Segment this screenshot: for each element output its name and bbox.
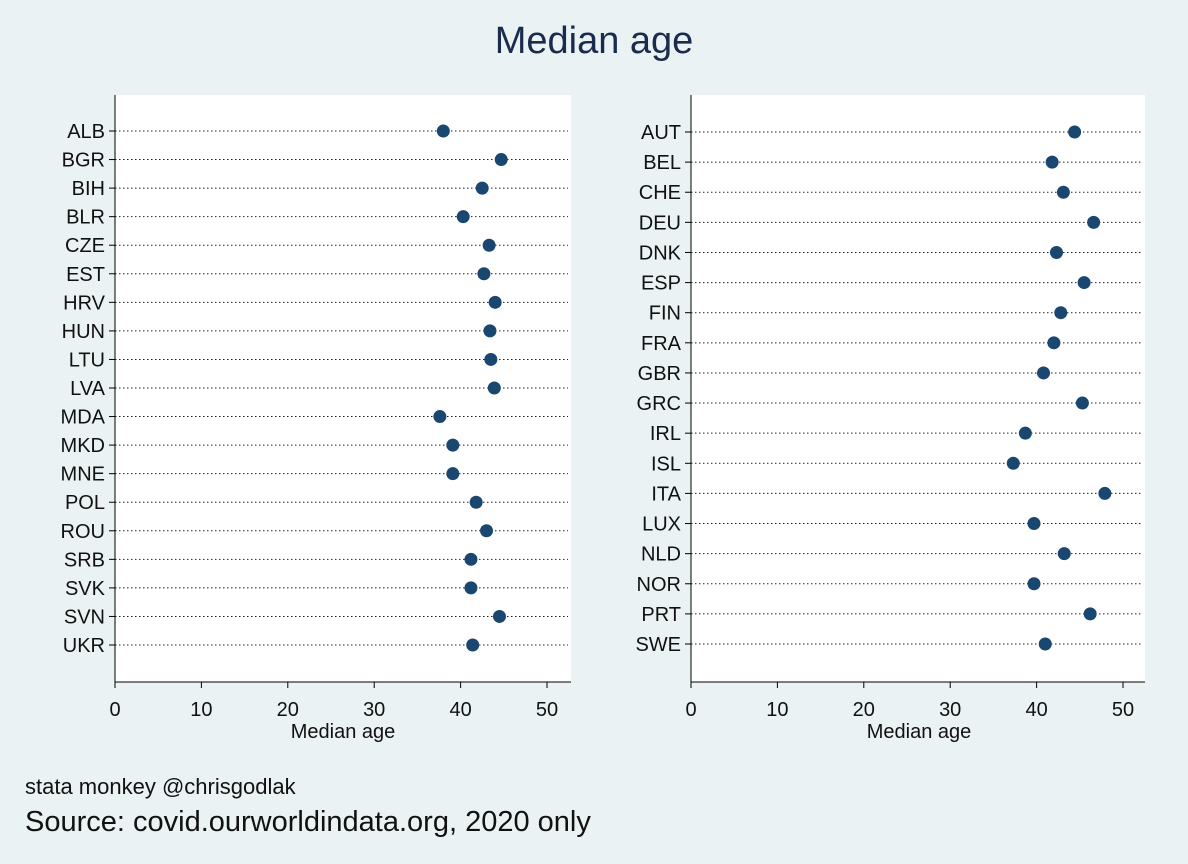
category-label: ISL	[651, 453, 681, 475]
data-point	[1087, 215, 1101, 229]
category-label: PRT	[641, 604, 681, 626]
data-point	[436, 124, 450, 138]
data-point	[1083, 607, 1097, 621]
category-label: SRB	[64, 549, 105, 571]
data-point	[1057, 547, 1071, 561]
category-label: MNE	[61, 464, 105, 486]
x-tick-label: 0	[685, 699, 696, 721]
category-label: ITA	[651, 483, 681, 505]
category-label: ALB	[67, 121, 105, 143]
x-tick-label: 40	[449, 699, 471, 721]
data-point	[1038, 637, 1052, 651]
data-point	[1027, 577, 1041, 591]
category-label: BGR	[62, 150, 105, 172]
data-point	[480, 524, 494, 538]
category-label: BLR	[66, 207, 105, 229]
data-point	[482, 238, 496, 252]
data-point	[494, 153, 508, 167]
data-point	[1045, 155, 1059, 169]
category-label: MDA	[61, 407, 106, 429]
data-point	[1027, 517, 1041, 531]
category-label: CZE	[65, 235, 105, 257]
category-label: AUT	[641, 122, 681, 144]
data-point	[483, 324, 497, 338]
category-label: GRC	[637, 393, 681, 415]
data-point	[1018, 426, 1032, 440]
data-point	[484, 352, 498, 366]
x-tick-label: 10	[190, 699, 212, 721]
category-label: LVA	[70, 378, 105, 400]
category-label: BIH	[72, 178, 105, 200]
x-tick-label: 20	[277, 699, 299, 721]
data-point	[1037, 366, 1051, 380]
data-point	[477, 267, 491, 281]
data-point	[488, 295, 502, 309]
category-label: FIN	[649, 303, 681, 325]
data-point	[433, 410, 447, 424]
data-point	[446, 438, 460, 452]
category-label: LTU	[69, 349, 105, 371]
data-point	[456, 210, 470, 224]
category-label: UKR	[63, 635, 105, 657]
x-tick-label: 50	[1112, 699, 1134, 721]
data-point	[1047, 336, 1061, 350]
x-tick-label: 10	[766, 699, 788, 721]
category-label: SVN	[64, 606, 105, 628]
category-label: CHE	[639, 182, 681, 204]
data-point	[464, 552, 478, 566]
data-point	[1068, 125, 1082, 139]
category-label: EST	[66, 264, 105, 286]
category-label: SWE	[635, 634, 681, 656]
x-tick-label: 50	[536, 699, 558, 721]
source-note: Source: covid.ourworldindata.org, 2020 o…	[25, 806, 591, 838]
data-point	[1075, 396, 1089, 410]
category-label: LUX	[642, 514, 681, 536]
category-label: ESP	[641, 273, 681, 295]
category-label: DEU	[639, 212, 681, 234]
chart-title: Median age	[494, 20, 694, 62]
data-point	[492, 609, 506, 623]
data-point	[1098, 486, 1112, 500]
category-label: SVK	[65, 578, 106, 600]
data-point	[475, 181, 489, 195]
data-point	[464, 581, 478, 595]
data-point	[1054, 306, 1068, 320]
plot-region-2	[691, 95, 1145, 682]
data-point	[1056, 185, 1070, 199]
x-tick-label: 0	[109, 699, 120, 721]
author-note: stata monkey @chrisgodlak	[25, 774, 296, 799]
data-point	[1049, 245, 1063, 259]
category-label: ROU	[61, 521, 105, 543]
category-label: NLD	[641, 544, 681, 566]
x-axis-title: Median age	[867, 721, 972, 743]
x-axis-title: Median age	[291, 721, 396, 743]
category-label: BEL	[643, 152, 681, 174]
category-label: MKD	[61, 435, 105, 457]
data-point	[466, 638, 480, 652]
category-label: HRV	[63, 292, 106, 314]
category-label: HUN	[62, 321, 105, 343]
category-label: IRL	[650, 423, 681, 445]
x-tick-label: 40	[1025, 699, 1047, 721]
data-point	[487, 381, 501, 395]
data-point	[446, 467, 460, 481]
category-label: GBR	[638, 363, 681, 385]
category-label: NOR	[637, 574, 681, 596]
category-label: FRA	[641, 333, 682, 355]
data-point	[1006, 456, 1020, 470]
category-label: DNK	[639, 242, 682, 264]
x-tick-label: 30	[363, 699, 385, 721]
x-tick-label: 30	[939, 699, 961, 721]
category-label: POL	[65, 492, 105, 514]
x-tick-label: 20	[853, 699, 875, 721]
data-point	[1077, 276, 1091, 290]
data-point	[469, 495, 483, 509]
